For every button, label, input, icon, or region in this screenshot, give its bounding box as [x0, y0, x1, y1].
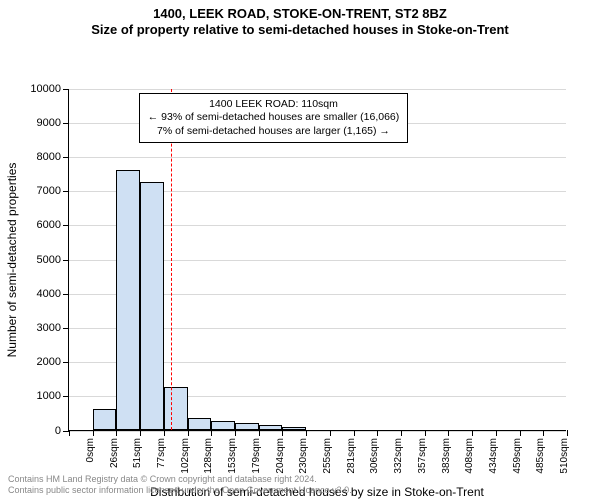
x-tick-label: 332sqm — [393, 438, 404, 474]
x-tick — [567, 430, 568, 436]
y-tick — [63, 89, 69, 90]
x-tick — [140, 430, 141, 436]
x-tick — [377, 430, 378, 436]
x-tick — [306, 430, 307, 436]
x-tick-label: 485sqm — [535, 438, 546, 474]
y-tick-label: 0 — [55, 425, 61, 437]
x-tick — [448, 430, 449, 436]
x-tick — [69, 430, 70, 436]
x-tick — [330, 430, 331, 436]
y-tick-label: 8000 — [37, 151, 61, 163]
y-tick — [63, 362, 69, 363]
x-tick — [116, 430, 117, 436]
y-tick-label: 7000 — [37, 185, 61, 197]
x-tick-label: 408sqm — [464, 438, 475, 474]
y-tick-label: 5000 — [37, 254, 61, 266]
y-tick — [63, 123, 69, 124]
y-tick-label: 9000 — [37, 117, 61, 129]
attribution: Contains HM Land Registry data © Crown c… — [8, 474, 352, 497]
x-tick — [93, 430, 94, 436]
annotation-line: 7% of semi-detached houses are larger (1… — [148, 125, 400, 139]
annotation-line: ← 93% of semi-detached houses are smalle… — [148, 111, 400, 125]
x-tick — [164, 430, 165, 436]
x-tick — [259, 430, 260, 436]
x-tick-label: 230sqm — [298, 438, 309, 474]
x-tick-label: 357sqm — [417, 438, 428, 474]
x-tick-label: 77sqm — [156, 438, 167, 468]
x-tick-label: 179sqm — [251, 438, 262, 474]
histogram-bar — [116, 170, 140, 430]
y-tick-label: 4000 — [37, 288, 61, 300]
gridline — [69, 431, 566, 432]
y-tick-label: 2000 — [37, 356, 61, 368]
y-axis-label: Number of semi-detached properties — [5, 162, 19, 357]
histogram-bar — [282, 427, 306, 430]
y-tick — [63, 157, 69, 158]
histogram-bar — [211, 421, 235, 430]
y-tick — [63, 260, 69, 261]
histogram-bar — [140, 182, 164, 430]
x-tick — [354, 430, 355, 436]
title-line-1: 1400, LEEK ROAD, STOKE-ON-TRENT, ST2 8BZ — [0, 6, 600, 22]
histogram-bar — [259, 425, 283, 429]
x-tick — [496, 430, 497, 436]
x-tick-label: 153sqm — [227, 438, 238, 474]
gridline — [69, 157, 566, 158]
plot-area: 0100020003000400050006000700080009000100… — [68, 89, 566, 431]
x-tick — [543, 430, 544, 436]
y-tick — [63, 328, 69, 329]
x-tick — [520, 430, 521, 436]
x-tick — [282, 430, 283, 436]
x-tick-label: 255sqm — [322, 438, 333, 474]
y-tick-label: 3000 — [37, 322, 61, 334]
y-tick-label: 1000 — [37, 390, 61, 402]
x-tick-label: 204sqm — [275, 438, 286, 474]
title-line-2: Size of property relative to semi-detach… — [0, 22, 600, 38]
histogram-bar — [235, 423, 259, 430]
gridline — [69, 89, 566, 90]
histogram-bar — [164, 387, 188, 430]
x-tick-label: 383sqm — [441, 438, 452, 474]
attribution-line: Contains HM Land Registry data © Crown c… — [8, 474, 352, 485]
x-tick-label: 459sqm — [512, 438, 523, 474]
x-tick — [211, 430, 212, 436]
x-tick — [472, 430, 473, 436]
histogram-bar — [188, 418, 212, 430]
x-tick-label: 434sqm — [488, 438, 499, 474]
y-tick — [63, 225, 69, 226]
y-tick-label: 10000 — [30, 83, 61, 95]
x-tick — [401, 430, 402, 436]
x-tick-label: 102sqm — [180, 438, 191, 474]
x-tick-label: 306sqm — [369, 438, 380, 474]
x-tick-label: 128sqm — [203, 438, 214, 474]
y-tick — [63, 294, 69, 295]
attribution-line: Contains public sector information licen… — [8, 485, 352, 496]
x-tick-label: 0sqm — [85, 438, 96, 462]
annotation-box: 1400 LEEK ROAD: 110sqm← 93% of semi-deta… — [139, 93, 409, 144]
x-tick-label: 510sqm — [559, 438, 570, 474]
y-tick-label: 6000 — [37, 219, 61, 231]
x-tick — [235, 430, 236, 436]
chart-title: 1400, LEEK ROAD, STOKE-ON-TRENT, ST2 8BZ… — [0, 0, 600, 39]
x-tick — [425, 430, 426, 436]
x-tick — [188, 430, 189, 436]
y-tick — [63, 191, 69, 192]
annotation-line: 1400 LEEK ROAD: 110sqm — [148, 98, 400, 112]
x-tick-label: 26sqm — [109, 438, 120, 468]
y-tick — [63, 396, 69, 397]
x-tick-label: 51sqm — [132, 438, 143, 468]
histogram-bar — [93, 409, 117, 430]
x-tick-label: 281sqm — [346, 438, 357, 474]
